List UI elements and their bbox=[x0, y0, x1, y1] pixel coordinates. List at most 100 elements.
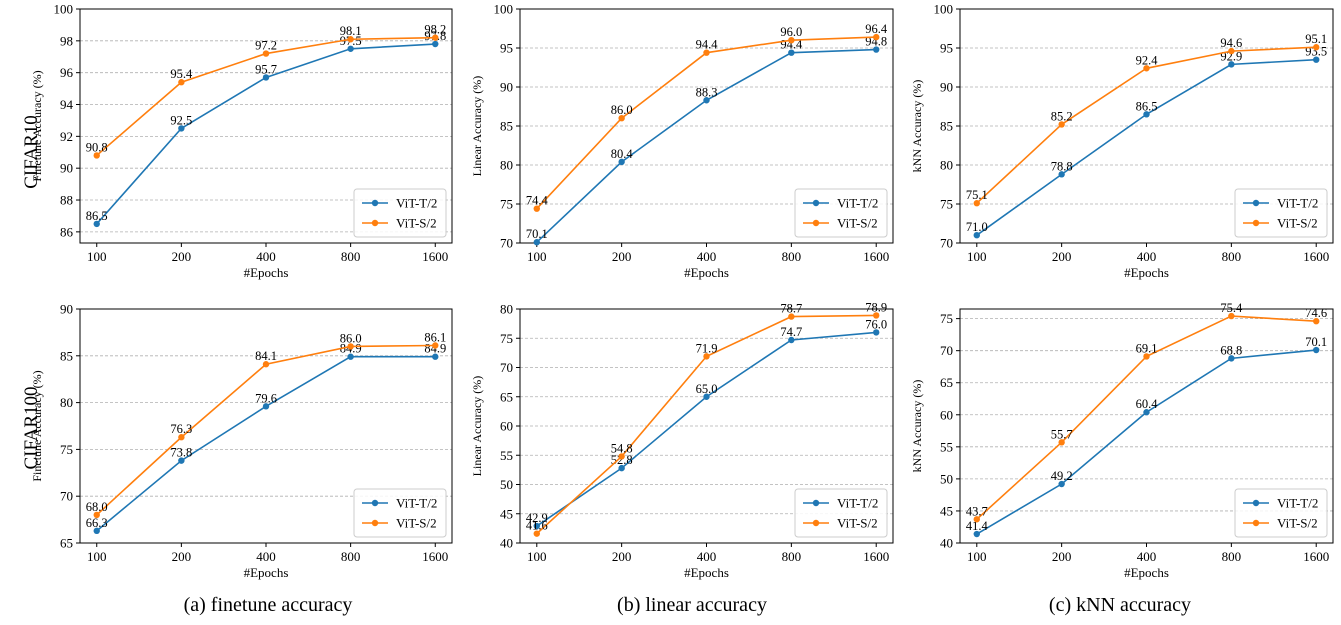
series-vit-s-2-point bbox=[178, 79, 185, 86]
x-tick-label: 800 bbox=[1222, 549, 1242, 564]
x-tick-label: 1600 bbox=[1303, 249, 1329, 264]
x-tick-label: 100 bbox=[87, 549, 107, 564]
data-label: 55.7 bbox=[1051, 427, 1073, 441]
series-vit-t-2-point bbox=[1313, 346, 1320, 354]
series-vit-t-2-point bbox=[873, 329, 880, 336]
series-vit-t-2-point bbox=[533, 239, 540, 246]
data-label: 71.9 bbox=[696, 341, 718, 355]
x-tick-label: 1600 bbox=[422, 249, 448, 264]
x-tick-label: 200 bbox=[1052, 549, 1072, 564]
series-vit-s-2-point bbox=[1313, 44, 1320, 51]
y-tick-label: 45 bbox=[500, 506, 513, 521]
x-axis-label: #Epochs bbox=[1124, 565, 1169, 580]
legend-marker bbox=[812, 219, 820, 227]
y-tick-label: 90 bbox=[500, 80, 513, 95]
series-vit-t-2-point bbox=[262, 74, 270, 81]
y-tick-label: 60 bbox=[500, 419, 513, 434]
series-vit-t-2-point bbox=[973, 232, 980, 239]
legend: ViT-T/2 ViT-S/2 bbox=[1234, 488, 1328, 538]
series-vit-s-2-point bbox=[347, 36, 354, 43]
y-tick-label: 100 bbox=[494, 2, 514, 17]
series-vit-t-2-point bbox=[432, 40, 439, 48]
x-axis-label: #Epochs bbox=[684, 265, 729, 280]
series-vit-t-2-point bbox=[873, 46, 880, 53]
series-vit-t-2-point bbox=[347, 45, 354, 52]
y-tick-label: 90 bbox=[60, 302, 73, 317]
data-label: 92.4 bbox=[1136, 53, 1159, 67]
x-tick-label: 1600 bbox=[1303, 549, 1329, 564]
series-vit-t-2-point bbox=[703, 393, 710, 400]
chart-4: 65 70 75 80 85 90 100 200 400 800 1600 #Epochs Finet… bbox=[30, 302, 453, 580]
series-vit-t-2-point bbox=[432, 353, 439, 360]
data-label: 60.4 bbox=[1136, 397, 1159, 411]
y-axis-label: Linear Accuracy (%) bbox=[470, 76, 484, 177]
legend: ViT-T/2 ViT-S/2 bbox=[353, 188, 447, 238]
legend-marker bbox=[812, 519, 820, 527]
series-vit-t-2-point bbox=[1228, 355, 1235, 362]
legend: ViT-T/2 ViT-S/2 bbox=[794, 188, 888, 238]
data-label: 98.1 bbox=[340, 24, 362, 38]
y-tick-label: 80 bbox=[60, 395, 73, 410]
y-tick-label: 100 bbox=[934, 2, 954, 17]
y-axis-label: Linear Accuracy (%) bbox=[470, 376, 484, 477]
legend-label: ViT-S/2 bbox=[396, 516, 437, 531]
series-vit-s-2-point bbox=[703, 353, 710, 360]
legend-label: ViT-S/2 bbox=[1277, 216, 1318, 231]
y-tick-label: 70 bbox=[940, 236, 953, 251]
y-tick-label: 60 bbox=[940, 407, 953, 422]
y-tick-label: 85 bbox=[940, 119, 953, 134]
x-axis-label: #Epochs bbox=[244, 265, 289, 280]
y-tick-label: 96 bbox=[60, 65, 74, 80]
data-label: 41.4 bbox=[966, 519, 989, 533]
data-label: 69.1 bbox=[1136, 341, 1158, 355]
data-label: 42.9 bbox=[526, 511, 548, 525]
series-vit-t-2-point bbox=[973, 530, 980, 538]
x-tick-label: 800 bbox=[341, 249, 361, 264]
series-vit-s-2-point bbox=[533, 530, 540, 537]
chart-6: 40 45 50 55 60 65 70 75 100 200 400 800 1600 #Epochs k… bbox=[910, 301, 1334, 580]
data-label: 86.5 bbox=[1136, 99, 1158, 113]
data-label: 68.8 bbox=[1220, 343, 1242, 357]
y-tick-label: 94 bbox=[60, 97, 74, 112]
series-vit-s-2-point bbox=[432, 342, 439, 349]
x-tick-label: 100 bbox=[967, 249, 987, 264]
legend-marker bbox=[1252, 519, 1260, 527]
y-tick-label: 65 bbox=[940, 375, 953, 390]
legend: ViT-T/2 ViT-S/2 bbox=[1234, 188, 1328, 238]
y-tick-label: 75 bbox=[940, 311, 953, 326]
chart-1: 86 88 90 92 94 96 98 100 100 200 400 800 1600 #Epochs… bbox=[30, 2, 453, 280]
x-axis-label: #Epochs bbox=[1124, 265, 1169, 280]
y-tick-label: 85 bbox=[500, 119, 513, 134]
data-label: 90.8 bbox=[86, 140, 108, 154]
series-vit-t-2-point bbox=[1058, 171, 1065, 178]
series-vit-t-2-point bbox=[1058, 480, 1065, 488]
x-tick-label: 400 bbox=[256, 249, 276, 264]
y-tick-label: 75 bbox=[60, 442, 73, 457]
plot-frame bbox=[79, 308, 453, 544]
series-vit-t-2-point bbox=[788, 49, 795, 56]
x-tick-label: 200 bbox=[612, 249, 632, 264]
series-vit-s-2-point bbox=[262, 50, 270, 57]
series-vit-t-2-point bbox=[618, 464, 625, 472]
legend-marker bbox=[371, 499, 379, 507]
data-label: 86.1 bbox=[424, 331, 446, 345]
x-tick-label: 400 bbox=[1137, 549, 1157, 564]
legend-marker bbox=[1252, 499, 1260, 507]
series-vit-t-2-point bbox=[1313, 56, 1320, 63]
data-label: 76.0 bbox=[865, 317, 887, 331]
data-label: 95.1 bbox=[1305, 32, 1327, 46]
data-label: 75.1 bbox=[966, 188, 988, 202]
data-label: 73.8 bbox=[170, 446, 192, 460]
x-tick-label: 400 bbox=[697, 249, 717, 264]
series-vit-s-2-point bbox=[1313, 317, 1320, 325]
data-label: 79.6 bbox=[255, 391, 277, 405]
x-tick-label: 800 bbox=[782, 249, 802, 264]
legend-label: ViT-S/2 bbox=[837, 216, 878, 231]
data-label: 74.7 bbox=[780, 325, 802, 339]
data-label: 94.6 bbox=[1220, 36, 1242, 50]
data-label: 70.1 bbox=[526, 227, 548, 241]
data-label: 43.7 bbox=[966, 504, 988, 518]
y-tick-label: 80 bbox=[500, 158, 513, 173]
x-tick-label: 400 bbox=[697, 549, 717, 564]
series-vit-s-2-line bbox=[536, 36, 877, 210]
